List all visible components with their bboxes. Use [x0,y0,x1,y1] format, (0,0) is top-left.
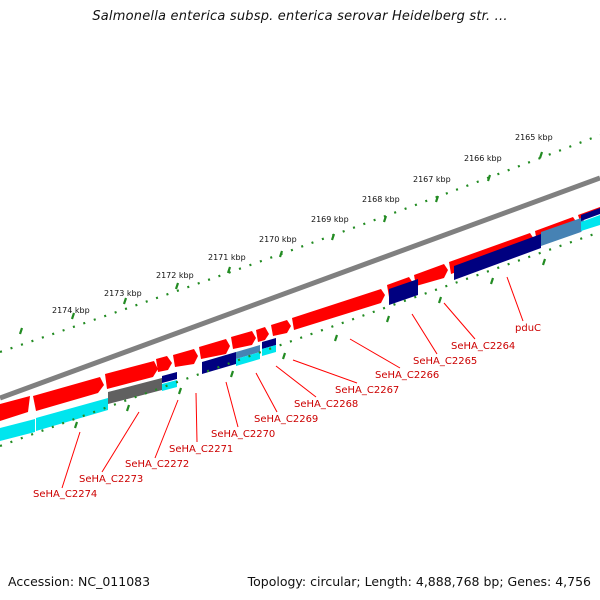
backbone [0,175,600,401]
feature-cyan [162,380,177,391]
kbp-label: 2165 kbp [515,133,553,142]
label-leaders [61,276,524,489]
gene-label: SeHA_C2273 [79,474,143,485]
feature-dark-blue [581,208,600,221]
kbp-label: 2172 kbp [156,271,194,280]
gene-forward [414,264,448,286]
gene-label: SeHA_C2270 [211,429,275,440]
gene-label: SeHA_C2272 [125,459,189,470]
feature-cyan [262,345,276,356]
gene-forward [199,339,230,359]
feature-steel-blue [236,345,260,359]
feature-cyan [0,419,35,441]
feature-dark-blue [454,234,541,280]
kbp-label: 2169 kbp [311,215,349,224]
feature-cyan [236,352,260,366]
inner-ruler-ticks [73,258,547,429]
gene-forward [156,356,172,372]
kbp-label: 2174 kbp [52,306,90,315]
gene-forward [0,396,30,421]
kbp-labels: 2165 kbp 2166 kbp 2167 kbp 2168 kbp 2169… [52,133,553,315]
accession-text: Accession: NC_011083 [8,574,151,589]
feature-dark-blue [202,352,236,374]
gene-label: SeHA_C2267 [335,385,399,396]
gene-label: SeHA_C2271 [169,444,233,455]
gene-forward [271,320,291,336]
feature-dark-blue [162,372,177,383]
gene-forward [292,289,385,330]
gene-label: SeHA_C2265 [413,356,477,367]
gene-label: pduC [515,323,541,334]
feature-steel-blue [541,218,588,246]
kbp-label: 2167 kbp [413,175,451,184]
gene-label: SeHA_C2266 [375,370,439,381]
gene-label: SeHA_C2269 [254,414,318,425]
gene-forward [256,327,269,342]
feature-gray [108,378,162,404]
gene-forward [231,331,256,349]
kbp-label: 2173 kbp [104,289,142,298]
feature-cyan [36,398,108,431]
genome-summary-text: Topology: circular; Length: 4,888,768 bp… [247,574,591,589]
gene-forward [105,361,158,389]
map-title: Salmonella enterica subsp. enterica sero… [92,9,508,24]
kbp-label: 2171 kbp [208,253,246,262]
outer-ruler-ticks [18,151,544,335]
feature-dark-blue [389,279,418,305]
gene-label: SeHA_C2264 [451,341,515,352]
feature-cyan [581,215,600,231]
feature-dark-blue [262,338,276,349]
gene-labels: pduC SeHA_C2264 SeHA_C2265 SeHA_C2266 Se… [33,323,541,500]
kbp-label: 2166 kbp [464,154,502,163]
kbp-label: 2168 kbp [362,195,400,204]
gene-forward [33,377,104,411]
gene-label: SeHA_C2268 [294,399,358,410]
reverse-strand-features[interactable] [0,208,600,441]
kbp-label: 2170 kbp [259,235,297,244]
gene-forward [173,349,198,367]
gene-label: SeHA_C2274 [33,489,97,500]
forward-strand-genes[interactable] [0,207,600,421]
